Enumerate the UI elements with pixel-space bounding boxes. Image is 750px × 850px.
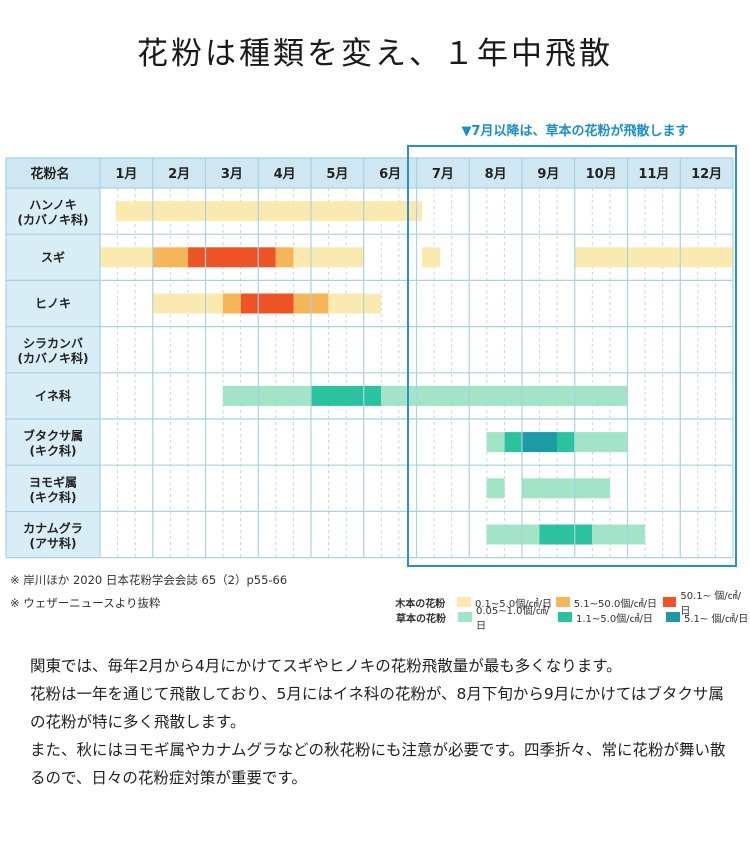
pollen-bar	[115, 201, 422, 222]
pollen-calendar-chart: 花粉名 1月 2月 3月 4月 5月 6月 7月 8月 9月 10月 11月 12月ハンノキ(カバノキ科…	[5, 157, 734, 559]
source-note-2: ※ ウェザーニュースより抜粋	[10, 596, 161, 610]
pollen-bar	[421, 247, 441, 268]
legend-swatch	[555, 597, 570, 607]
pollen-bar	[328, 293, 382, 314]
pollen-bar	[539, 524, 593, 545]
description-paragraph: 花粉は一年を通じて飛散しており、5月にはイネ科の花粉が、8月下旬から9月にかけて…	[30, 685, 724, 731]
row-sublabel: (カバノキ科)	[18, 351, 89, 366]
month-label: 2月	[168, 167, 190, 182]
header-label: 花粉名	[30, 166, 69, 182]
pollen-bar	[486, 432, 505, 453]
pollen-bar	[100, 247, 153, 268]
july-note: ▼7月以降は、草本の花粉が飛散します	[461, 124, 689, 139]
source-note: ※ 岸川ほか 2020 日本花粉学会会誌 65（2）p55-66	[10, 573, 288, 587]
pollen-bar	[486, 478, 505, 499]
pollen-bar	[557, 432, 575, 453]
legend-item: 5.1~50.0個/㎠/日	[573, 598, 658, 610]
pollen-bar	[381, 385, 628, 406]
month-label: 6月	[379, 167, 401, 182]
row-label: イネ科	[35, 388, 71, 403]
pollen-bar	[504, 432, 522, 453]
row-sublabel: (キク科)	[30, 489, 77, 504]
month-label: 1月	[115, 167, 137, 182]
header-band	[6, 158, 733, 188]
pollen-bar	[486, 524, 540, 545]
pollen-bar	[188, 247, 276, 268]
pollen-bar	[522, 432, 558, 453]
legend-grass: 草本の花粉 0.05~1.0個/㎠/日 1.1~5.0個/㎠/日 5.1~ 個/…	[388, 602, 748, 632]
legend-item: 50.1~ 個/㎠/日	[680, 591, 741, 617]
pollen-bar	[522, 478, 611, 499]
pollen-bar	[574, 432, 628, 453]
pollen-bar	[152, 247, 189, 268]
row-label: カナムグラ	[23, 521, 83, 536]
legend-item: 1.1~5.0個/㎠/日	[576, 613, 653, 625]
page-title: 花粉は種類を変え、１年中飛散	[137, 36, 613, 72]
pollen-bar	[275, 247, 294, 268]
legend-tree: 木本の花粉 0.1~5.0個/㎠/日 5.1~50.0個/㎠/日 50.1~ 個…	[388, 587, 750, 617]
legend-item: 5.1~ 個/㎠/日	[684, 613, 749, 625]
month-label: 11月	[638, 167, 669, 182]
pollen-bar	[152, 293, 223, 314]
month-label: 7月	[432, 167, 454, 182]
pollen-bar	[293, 247, 364, 268]
row-label: ヒノキ	[35, 297, 71, 311]
legend-item: 0.1~5.0個/㎠/日	[475, 598, 552, 610]
row-sublabel: (アサ科)	[30, 536, 77, 551]
row-sublabel: (キク科)	[30, 443, 77, 458]
month-label: 5月	[326, 167, 348, 182]
legend-swatch	[458, 612, 472, 622]
legend-grass-label: 草本の花粉	[396, 613, 446, 625]
month-label: 8月	[485, 167, 507, 182]
pollen-bar	[592, 524, 645, 545]
pollen-bar	[240, 293, 294, 314]
month-label: 4月	[274, 167, 296, 182]
pollen-bar	[574, 247, 733, 268]
pollen-bar	[222, 293, 241, 314]
legend-tree-label: 木本の花粉	[395, 598, 446, 610]
pollen-bar	[222, 385, 311, 406]
row-label: スギ	[41, 249, 65, 264]
month-label: 10月	[586, 167, 617, 182]
row-label: ハンノキ	[29, 198, 76, 212]
month-label: 12月	[691, 167, 722, 182]
month-label: 9月	[537, 167, 559, 182]
row-label: シラカンバ	[23, 337, 83, 351]
description: 関東では、毎年2月から4月にかけてスギやヒノキの花粉飛散量が最も多くなります。 …	[30, 652, 730, 792]
legend-swatch	[662, 597, 677, 607]
legend-swatch	[666, 612, 680, 622]
description-paragraph: 関東では、毎年2月から4月にかけてスギやヒノキの花粉飛散量が最も多くなります。	[30, 657, 622, 675]
row-label: ブタクサ属	[23, 428, 83, 443]
row-sublabel: (カバノキ科)	[18, 212, 89, 227]
legend-item: 0.05~1.0個/㎠/日	[476, 606, 550, 632]
legend-swatch	[558, 612, 572, 622]
description-paragraph: また、秋にはヨモギ属やカナムグラなどの秋花粉にも注意が必要です。四季折々、常に花…	[30, 741, 726, 787]
month-label: 3月	[221, 167, 243, 182]
pollen-bar	[311, 385, 382, 406]
row-label: ヨモギ属	[29, 474, 77, 489]
legend-swatch	[457, 597, 472, 607]
